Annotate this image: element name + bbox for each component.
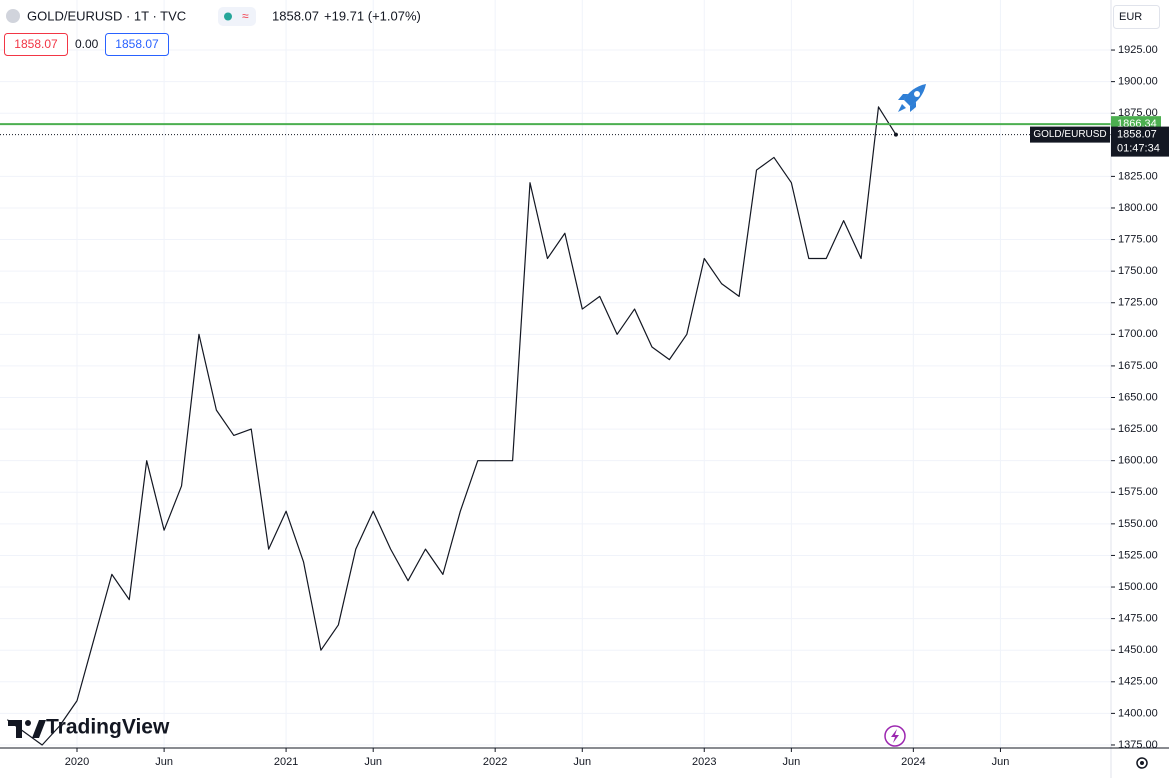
settings-icon[interactable] — [1136, 757, 1148, 769]
last-price-box — [1111, 126, 1169, 157]
events-bolt — [891, 729, 899, 743]
y-tick-label: 1725.00 — [1118, 297, 1158, 309]
hline-label: 1866.34 — [1117, 118, 1157, 130]
y-tick-label: 1575.00 — [1118, 486, 1158, 498]
symbol-title[interactable]: GOLD/EURUSD · 1T · TVC — [27, 8, 186, 23]
last-price-label: 1858.07 — [1117, 129, 1157, 141]
market-open-dot — [224, 12, 232, 21]
y-tick-label: 1650.00 — [1118, 391, 1158, 403]
symbol-label-box — [1030, 126, 1110, 143]
axes: 1375.00 1400.00 1425.00 1450.00 1475.00 1500.… — [65, 44, 1158, 768]
grid — [0, 0, 1111, 748]
y-tick-label: 1500.00 — [1118, 581, 1158, 593]
header-change: +19.71 (+1.07%) — [324, 8, 421, 23]
buy-price[interactable]: 1858.07 — [115, 37, 159, 51]
x-tick-label: Jun — [992, 756, 1010, 768]
y-tick-label: 1700.00 — [1118, 328, 1158, 340]
price-line — [6, 106, 897, 746]
y-tick-label: 1375.00 — [1118, 739, 1158, 751]
x-tick-label: 2023 — [692, 756, 716, 768]
y-tick-label: 1750.00 — [1118, 265, 1158, 277]
y-tick-label: 1450.00 — [1118, 644, 1158, 656]
settings-center — [1140, 761, 1144, 765]
y-tick-label: 1400.00 — [1118, 707, 1158, 719]
sell-price[interactable]: 1858.07 — [14, 37, 58, 51]
y-tick-label: 1675.00 — [1118, 360, 1158, 372]
y-tick-label: 1925.00 — [1118, 44, 1158, 56]
x-tick-label: Jun — [364, 756, 382, 768]
y-tick-label: 1900.00 — [1118, 76, 1158, 88]
currency[interactable]: EUR — [1119, 11, 1142, 23]
x-tick-label: 2024 — [901, 756, 925, 768]
y-tick-label: 1525.00 — [1118, 549, 1158, 561]
buy-box[interactable] — [105, 33, 169, 56]
symbol-label: GOLD/EURUSD — [1033, 129, 1106, 140]
last-point — [893, 132, 898, 137]
header-price: 1858.07 — [272, 8, 319, 23]
status-pill[interactable] — [218, 7, 256, 26]
price-labels: 1866.34 GOLD/EURUSD 1858.07 01:47:34 — [1030, 116, 1169, 157]
y-tick-label: 1475.00 — [1118, 613, 1158, 625]
x-tick-label: 2022 — [483, 756, 507, 768]
x-tick-label: Jun — [782, 756, 800, 768]
y-tick-label: 1875.00 — [1118, 107, 1158, 119]
y-tick-label: 1550.00 — [1118, 518, 1158, 530]
brand-name: TradingView — [46, 716, 170, 739]
x-tick-label: 2020 — [65, 756, 89, 768]
symbol-icon[interactable] — [6, 9, 20, 23]
y-tick-label: 1825.00 — [1118, 170, 1158, 182]
y-tick-label: 1600.00 — [1118, 455, 1158, 467]
currency-box[interactable] — [1113, 5, 1160, 29]
x-tick-label: 2021 — [274, 756, 298, 768]
y-tick-label: 1800.00 — [1118, 202, 1158, 214]
countdown: 01:47:34 — [1117, 143, 1160, 155]
spread: 0.00 — [75, 37, 99, 51]
plot-area — [0, 106, 1111, 746]
y-tick-label: 1775.00 — [1118, 233, 1158, 245]
delay-icon: ≈ — [242, 9, 249, 23]
brand-logo — [8, 720, 46, 738]
x-tick-label: Jun — [155, 756, 173, 768]
rocket-icon — [898, 84, 926, 112]
y-tick-label: 1425.00 — [1118, 676, 1158, 688]
y-tick-label: 1625.00 — [1118, 423, 1158, 435]
x-tick-label: Jun — [573, 756, 591, 768]
sell-box[interactable] — [4, 33, 68, 56]
